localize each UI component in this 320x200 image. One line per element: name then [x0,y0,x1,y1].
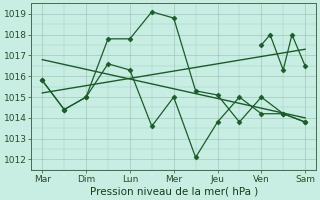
X-axis label: Pression niveau de la mer( hPa ): Pression niveau de la mer( hPa ) [90,187,258,197]
